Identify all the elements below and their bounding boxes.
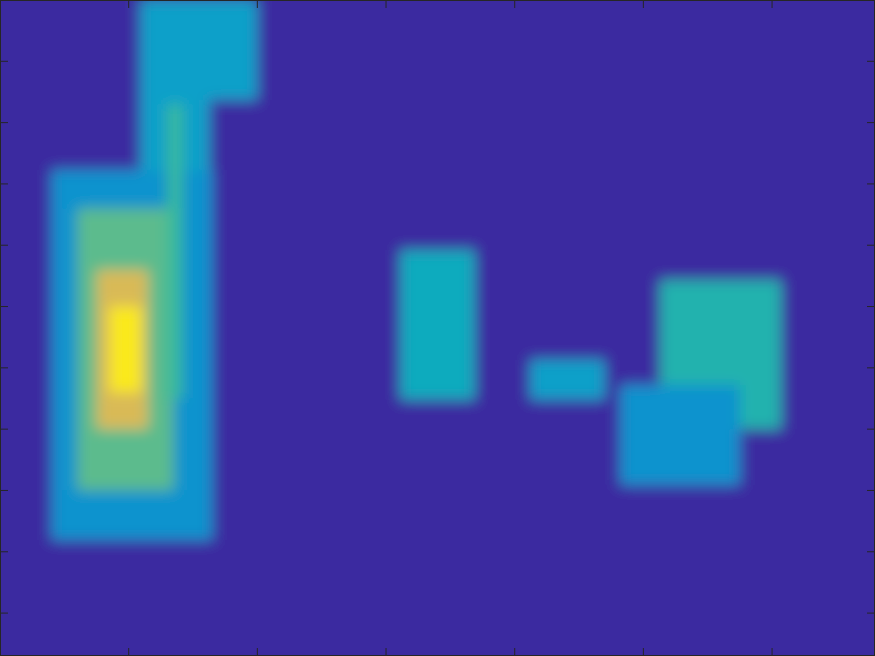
- heat-cell: [77, 208, 174, 490]
- y-tick-right: [867, 245, 875, 246]
- heat-cell: [109, 307, 141, 393]
- y-tick-right: [867, 367, 875, 368]
- heat-cell: [530, 360, 605, 400]
- heat-cell: [97, 270, 148, 429]
- heat-cell: [620, 385, 740, 485]
- frame: [1, 1, 875, 656]
- y-tick: [0, 245, 8, 246]
- y-tick-right: [867, 490, 875, 491]
- heat-cell: [140, 0, 257, 100]
- heat-cell: [51, 170, 212, 540]
- axes: [0, 0, 875, 656]
- x-tick-top: [772, 0, 773, 8]
- plot-area: [0, 0, 875, 656]
- x-tick-top: [257, 0, 258, 8]
- x-tick-top: [128, 0, 129, 8]
- y-tick: [0, 183, 8, 184]
- y-tick-right: [867, 613, 875, 614]
- cells: [0, 0, 875, 656]
- y-tick: [0, 429, 8, 430]
- x-tick-top: [386, 0, 387, 8]
- y-tick: [0, 613, 8, 614]
- heat-cell: [167, 104, 182, 398]
- y-tick-right: [867, 61, 875, 62]
- x-tick: [514, 648, 515, 656]
- y-tick-right: [867, 183, 875, 184]
- chart-root: [0, 0, 875, 656]
- x-tick: [643, 648, 644, 656]
- y-tick: [0, 306, 8, 307]
- y-tick-right: [867, 551, 875, 552]
- x-tick: [772, 648, 773, 656]
- y-tick-right: [867, 429, 875, 430]
- y-tick: [0, 367, 8, 368]
- y-tick-right: [867, 122, 875, 123]
- x-tick: [128, 648, 129, 656]
- y-tick: [0, 61, 8, 62]
- heat-cell: [0, 0, 875, 656]
- y-tick-right: [867, 306, 875, 307]
- y-tick: [0, 122, 8, 123]
- x-tick: [257, 648, 258, 656]
- x-tick-top: [643, 0, 644, 8]
- heat-cell: [400, 250, 475, 400]
- y-tick: [0, 490, 8, 491]
- x-tick-top: [514, 0, 515, 8]
- chart: [0, 0, 875, 656]
- y-tick: [0, 551, 8, 552]
- x-tick: [386, 648, 387, 656]
